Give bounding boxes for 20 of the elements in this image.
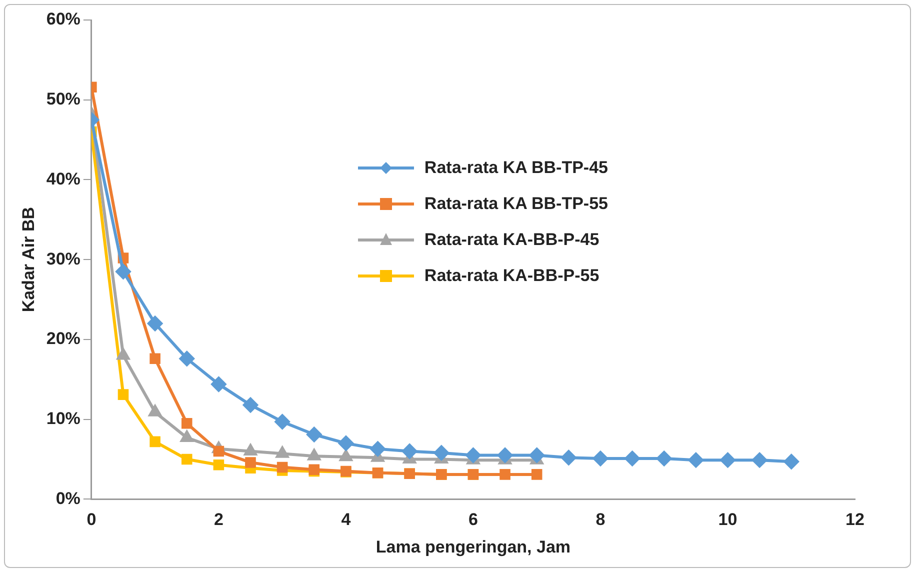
y-axis-title: Kadar Air BB (18, 207, 38, 312)
legend-label: Rata-rata KA BB-TP-45 (424, 158, 608, 178)
y-tick-label: 0% (56, 488, 80, 508)
y-tick-label: 30% (46, 249, 80, 268)
y-tick-label: 20% (46, 329, 80, 348)
y-tick-label: 10% (46, 409, 80, 428)
legend-label: Rata-rata KA BB-TP-55 (424, 194, 608, 214)
x-tick-label: 10 (718, 510, 738, 530)
legend-label: Rata-rata KA-BB-P-55 (424, 266, 600, 286)
x-tick-label: 4 (341, 510, 352, 530)
x-tick-label: 12 (846, 510, 864, 530)
y-tick-label: 40% (46, 169, 80, 188)
x-tick-label: 8 (596, 510, 606, 530)
y-tick-label: 60% (46, 10, 80, 29)
x-axis-title: Lama pengeringan, Jam (376, 537, 571, 556)
y-tick-label: 50% (46, 90, 80, 109)
legend-label: Rata-rata KA-BB-P-45 (424, 230, 600, 250)
x-tick-label: 0 (86, 510, 96, 530)
x-tick-label: 6 (468, 510, 478, 530)
x-tick-label: 2 (214, 510, 224, 530)
